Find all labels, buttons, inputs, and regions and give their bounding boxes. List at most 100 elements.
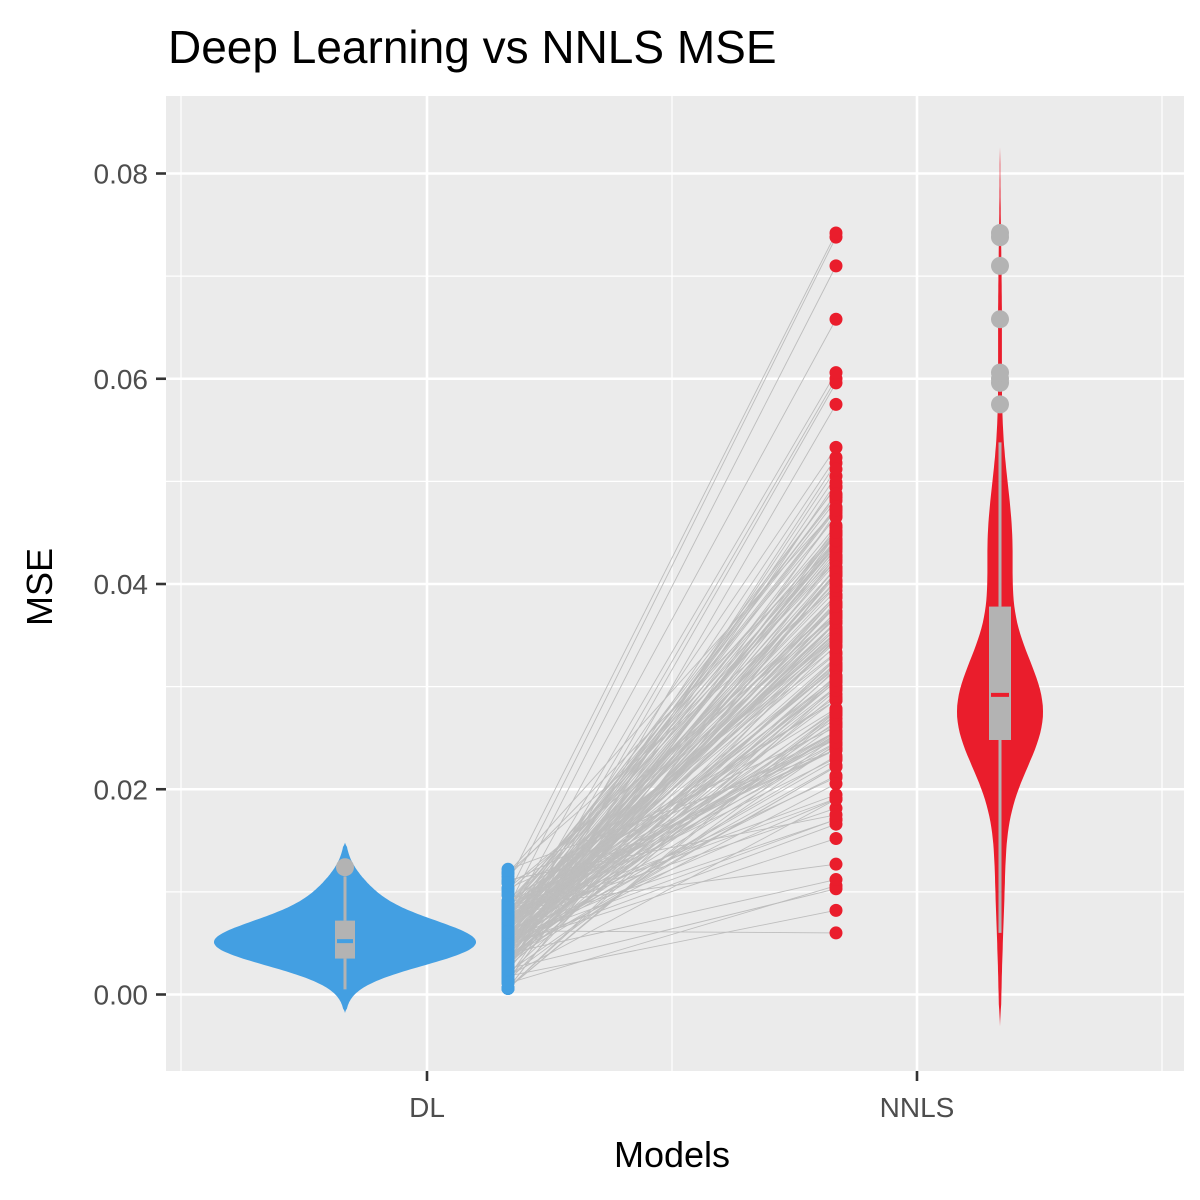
- box-iqr: [989, 606, 1011, 740]
- nnls-point: [829, 440, 843, 454]
- dl-point: [501, 925, 515, 939]
- dl-point: [501, 962, 515, 976]
- nnls-point: [829, 673, 843, 687]
- pair-line: [507, 562, 837, 935]
- pair-line: [507, 798, 837, 940]
- dl-point: [501, 976, 515, 990]
- nnls-point: [829, 760, 843, 774]
- box-outlier: [991, 310, 1009, 329]
- pair-line: [507, 579, 837, 947]
- nnls-point: [829, 397, 843, 411]
- box-outlier: [336, 858, 354, 877]
- pair-line: [507, 487, 837, 919]
- nnls-point: [829, 450, 843, 464]
- pair-line: [507, 319, 837, 920]
- pair-line: [507, 614, 837, 889]
- pair-line: [507, 555, 837, 980]
- nnls-point: [829, 792, 843, 806]
- y-tick-label: 0.02: [94, 774, 149, 805]
- pair-line: [507, 766, 837, 959]
- nnls-point: [829, 730, 843, 744]
- pair-lines: [507, 232, 837, 989]
- pair-line: [507, 585, 837, 937]
- pair-line: [507, 621, 837, 951]
- boxplots: [335, 224, 1011, 990]
- pair-line: [507, 631, 837, 946]
- box-outlier: [991, 256, 1009, 275]
- nnls-point: [829, 475, 843, 489]
- pair-line: [507, 677, 837, 930]
- x-axis-title: Models: [614, 1134, 730, 1175]
- pair-line: [507, 930, 837, 934]
- pair-line: [507, 798, 837, 977]
- dl-point: [501, 937, 515, 951]
- dl-point: [501, 950, 515, 964]
- pair-line: [507, 232, 837, 883]
- nnls-point: [829, 652, 843, 666]
- pair-line: [507, 493, 837, 937]
- pair-line: [507, 265, 837, 908]
- pair-line: [507, 838, 837, 945]
- box-outlier: [991, 395, 1009, 414]
- pair-line: [507, 516, 837, 907]
- x-axis: DL NNLS: [409, 1071, 954, 1123]
- nnls-point: [829, 487, 843, 501]
- box-outlier: [991, 363, 1009, 382]
- pair-line: [507, 572, 837, 942]
- pair-line: [507, 236, 837, 896]
- nnls-point: [829, 611, 843, 625]
- pair-line: [507, 581, 837, 928]
- y-tick-label: 0.06: [94, 364, 149, 395]
- pair-line: [507, 685, 837, 989]
- x-tick-label: DL: [409, 1092, 445, 1123]
- dl-point: [501, 900, 515, 914]
- y-axis: 0.00 0.02 0.04 0.06 0.08: [94, 159, 166, 1011]
- pair-line: [507, 676, 837, 989]
- nnls-point: [829, 857, 843, 871]
- pair-line: [507, 909, 837, 977]
- nnls-point: [829, 226, 843, 240]
- pair-line: [507, 724, 837, 958]
- nnls-point: [829, 259, 843, 273]
- pair-line: [507, 679, 837, 948]
- pair-line: [507, 372, 837, 933]
- nnls-point: [829, 749, 843, 763]
- nnls-point: [829, 705, 843, 719]
- nnls-point: [829, 525, 843, 539]
- nnls-point: [829, 873, 843, 887]
- nnls-point: [829, 573, 843, 587]
- dl-point: [501, 876, 515, 890]
- dl-point: [501, 888, 515, 902]
- pair-line: [507, 539, 837, 951]
- pair-line: [507, 382, 837, 957]
- y-tick-label: 0.04: [94, 569, 149, 600]
- pair-line: [507, 731, 837, 933]
- pair-line: [507, 712, 837, 959]
- y-tick-label: 0.08: [94, 159, 149, 190]
- nnls-point: [829, 462, 843, 476]
- box-outlier: [991, 224, 1009, 243]
- pair-line: [507, 885, 837, 984]
- pair-line: [507, 744, 837, 948]
- pair-line: [507, 404, 837, 970]
- pair-line: [507, 675, 837, 960]
- nnls-point: [829, 599, 843, 613]
- pair-line: [507, 378, 837, 945]
- pair-line: [507, 590, 837, 928]
- pair-line: [507, 879, 837, 954]
- pair-line: [507, 617, 837, 915]
- nnls-point: [829, 777, 843, 791]
- dl-point: [501, 913, 515, 927]
- pair-line: [507, 863, 837, 908]
- nnls-point: [829, 312, 843, 326]
- nnls-point: [829, 926, 843, 940]
- nnls-point: [829, 548, 843, 562]
- pair-line: [507, 742, 837, 919]
- data-points: [501, 226, 843, 995]
- dl-point: [501, 866, 515, 880]
- nnls-point: [829, 832, 843, 846]
- pair-line: [507, 736, 837, 914]
- nnls-point: [829, 366, 843, 380]
- nnls-point: [829, 808, 843, 822]
